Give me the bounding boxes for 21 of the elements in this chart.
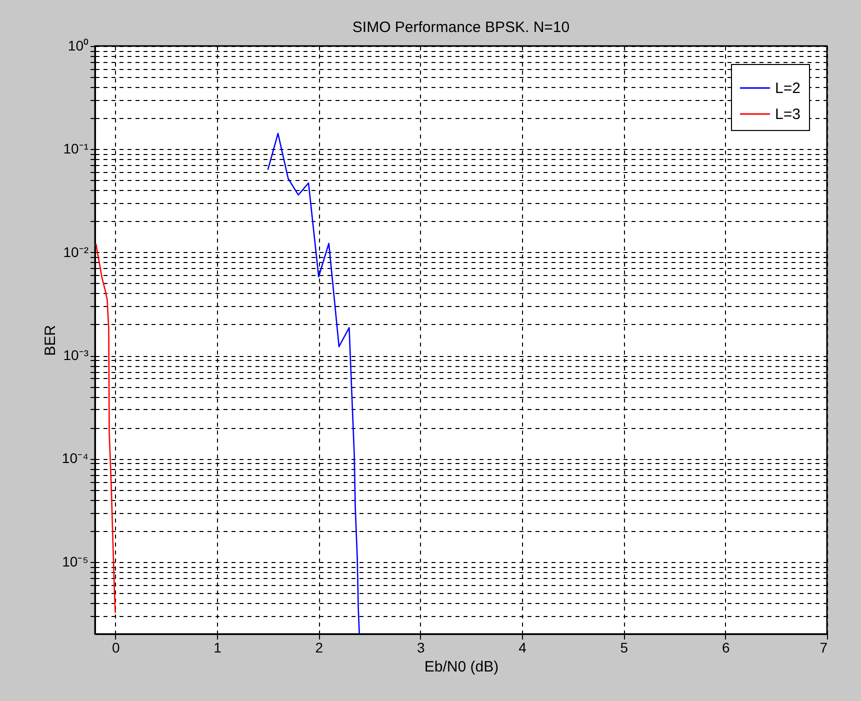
- line-series: [95, 243, 116, 614]
- line-series: [267, 132, 360, 634]
- x-tick-label: 3: [416, 640, 425, 656]
- x-tick-label: 1: [214, 640, 222, 656]
- legend-label: L=2: [775, 80, 800, 97]
- y-tick-label: 10⁻¹: [63, 140, 89, 157]
- legend-label: L=3: [775, 106, 800, 123]
- chart-title: SIMO Performance BPSK. N=10: [352, 19, 570, 36]
- x-axis-title: Eb/N0 (dB): [424, 658, 499, 676]
- y-axis-title: BER: [42, 324, 59, 356]
- x-tick-label: 7: [820, 640, 828, 656]
- y-tick-label: 10⁻²: [63, 244, 89, 260]
- x-tick-label: 2: [315, 640, 324, 656]
- y-tick-label: 10⁰: [68, 38, 88, 54]
- y-tick-label: 10⁻⁵: [62, 553, 88, 570]
- x-tick-label: 5: [620, 640, 628, 656]
- y-tick-label: 10⁻³: [63, 347, 89, 364]
- x-tick-label: 0: [112, 640, 120, 656]
- x-tick-label: 4: [518, 640, 527, 656]
- x-tick-label: 6: [722, 640, 730, 656]
- y-tick-label: 10⁻⁴: [62, 450, 88, 466]
